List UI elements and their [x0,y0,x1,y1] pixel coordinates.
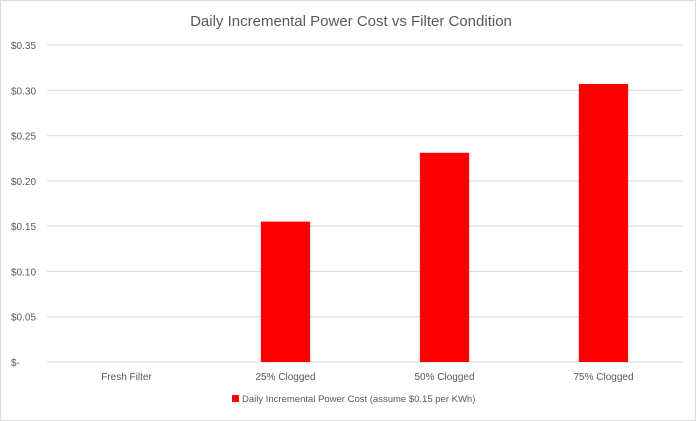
y-tick-label: $0.25 [11,132,36,143]
legend-swatch [232,395,239,402]
y-axis-ticks: $- $0.05 $0.10 $0.15 $0.20 $0.25 $0.30 $0.35 [11,41,36,369]
x-tick-label: Fresh Filter [101,372,152,383]
y-tick-label: $0.35 [11,41,36,52]
legend-label: Daily Incremental Power Cost (assume $0.… [242,394,475,405]
y-tick-label: $0.15 [11,222,36,233]
bar [578,83,629,363]
bar [419,152,470,362]
legend: Daily Incremental Power Cost (assume $0.… [232,394,475,405]
gridlines [47,44,683,363]
bars [260,83,629,363]
x-axis-ticks: Fresh Filter 25% Clogged 50% Clogged 75% Cl… [101,372,633,383]
x-tick-label: 75% Clogged [573,372,633,383]
x-tick-label: 25% Clogged [255,372,315,383]
chart-title: Daily Incremental Power Cost vs Filter C… [190,13,512,30]
y-tick-label: $- [11,358,20,369]
y-tick-label: $0.10 [11,267,36,278]
y-tick-label: $0.20 [11,177,36,188]
bar [260,221,311,362]
y-tick-label: $0.05 [11,313,36,324]
x-tick-label: 50% Clogged [414,372,474,383]
y-tick-label: $0.30 [11,86,36,97]
